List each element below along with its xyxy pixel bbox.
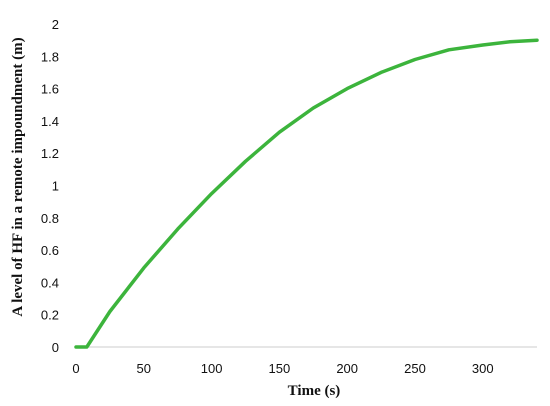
y-tick-label: 0.4 [41,275,59,290]
x-axis-title: Time (s) [288,383,341,399]
y-tick-label: 1.4 [41,114,59,129]
y-axis-tick-labels: 0 0.2 0.4 0.6 0.8 1 1.2 1.4 1.6 1.8 2 [41,17,59,355]
y-tick-label: 2 [52,17,59,32]
x-tick-label: 50 [137,361,151,376]
y-axis-title: A level of HF in a remote impoundment (m… [10,37,26,316]
x-tick-label: 200 [336,361,358,376]
y-tick-label: 0.6 [41,243,59,258]
y-tick-label: 1 [52,179,59,194]
x-tick-label: 300 [472,361,494,376]
x-tick-label: 250 [404,361,426,376]
x-axis-tick-labels: 0 50 100 150 200 250 300 [72,361,493,376]
y-tick-label: 0.2 [41,308,59,323]
y-tick-label: 0 [52,340,59,355]
series-line [74,38,539,349]
y-tick-label: 1.8 [41,49,59,64]
y-tick-label: 0.8 [41,211,59,226]
x-tick-label: 150 [269,361,291,376]
x-tick-label: 0 [72,361,79,376]
y-tick-label: 1.6 [41,82,59,97]
x-tick-label: 100 [201,361,223,376]
y-tick-label: 1.2 [41,146,59,161]
